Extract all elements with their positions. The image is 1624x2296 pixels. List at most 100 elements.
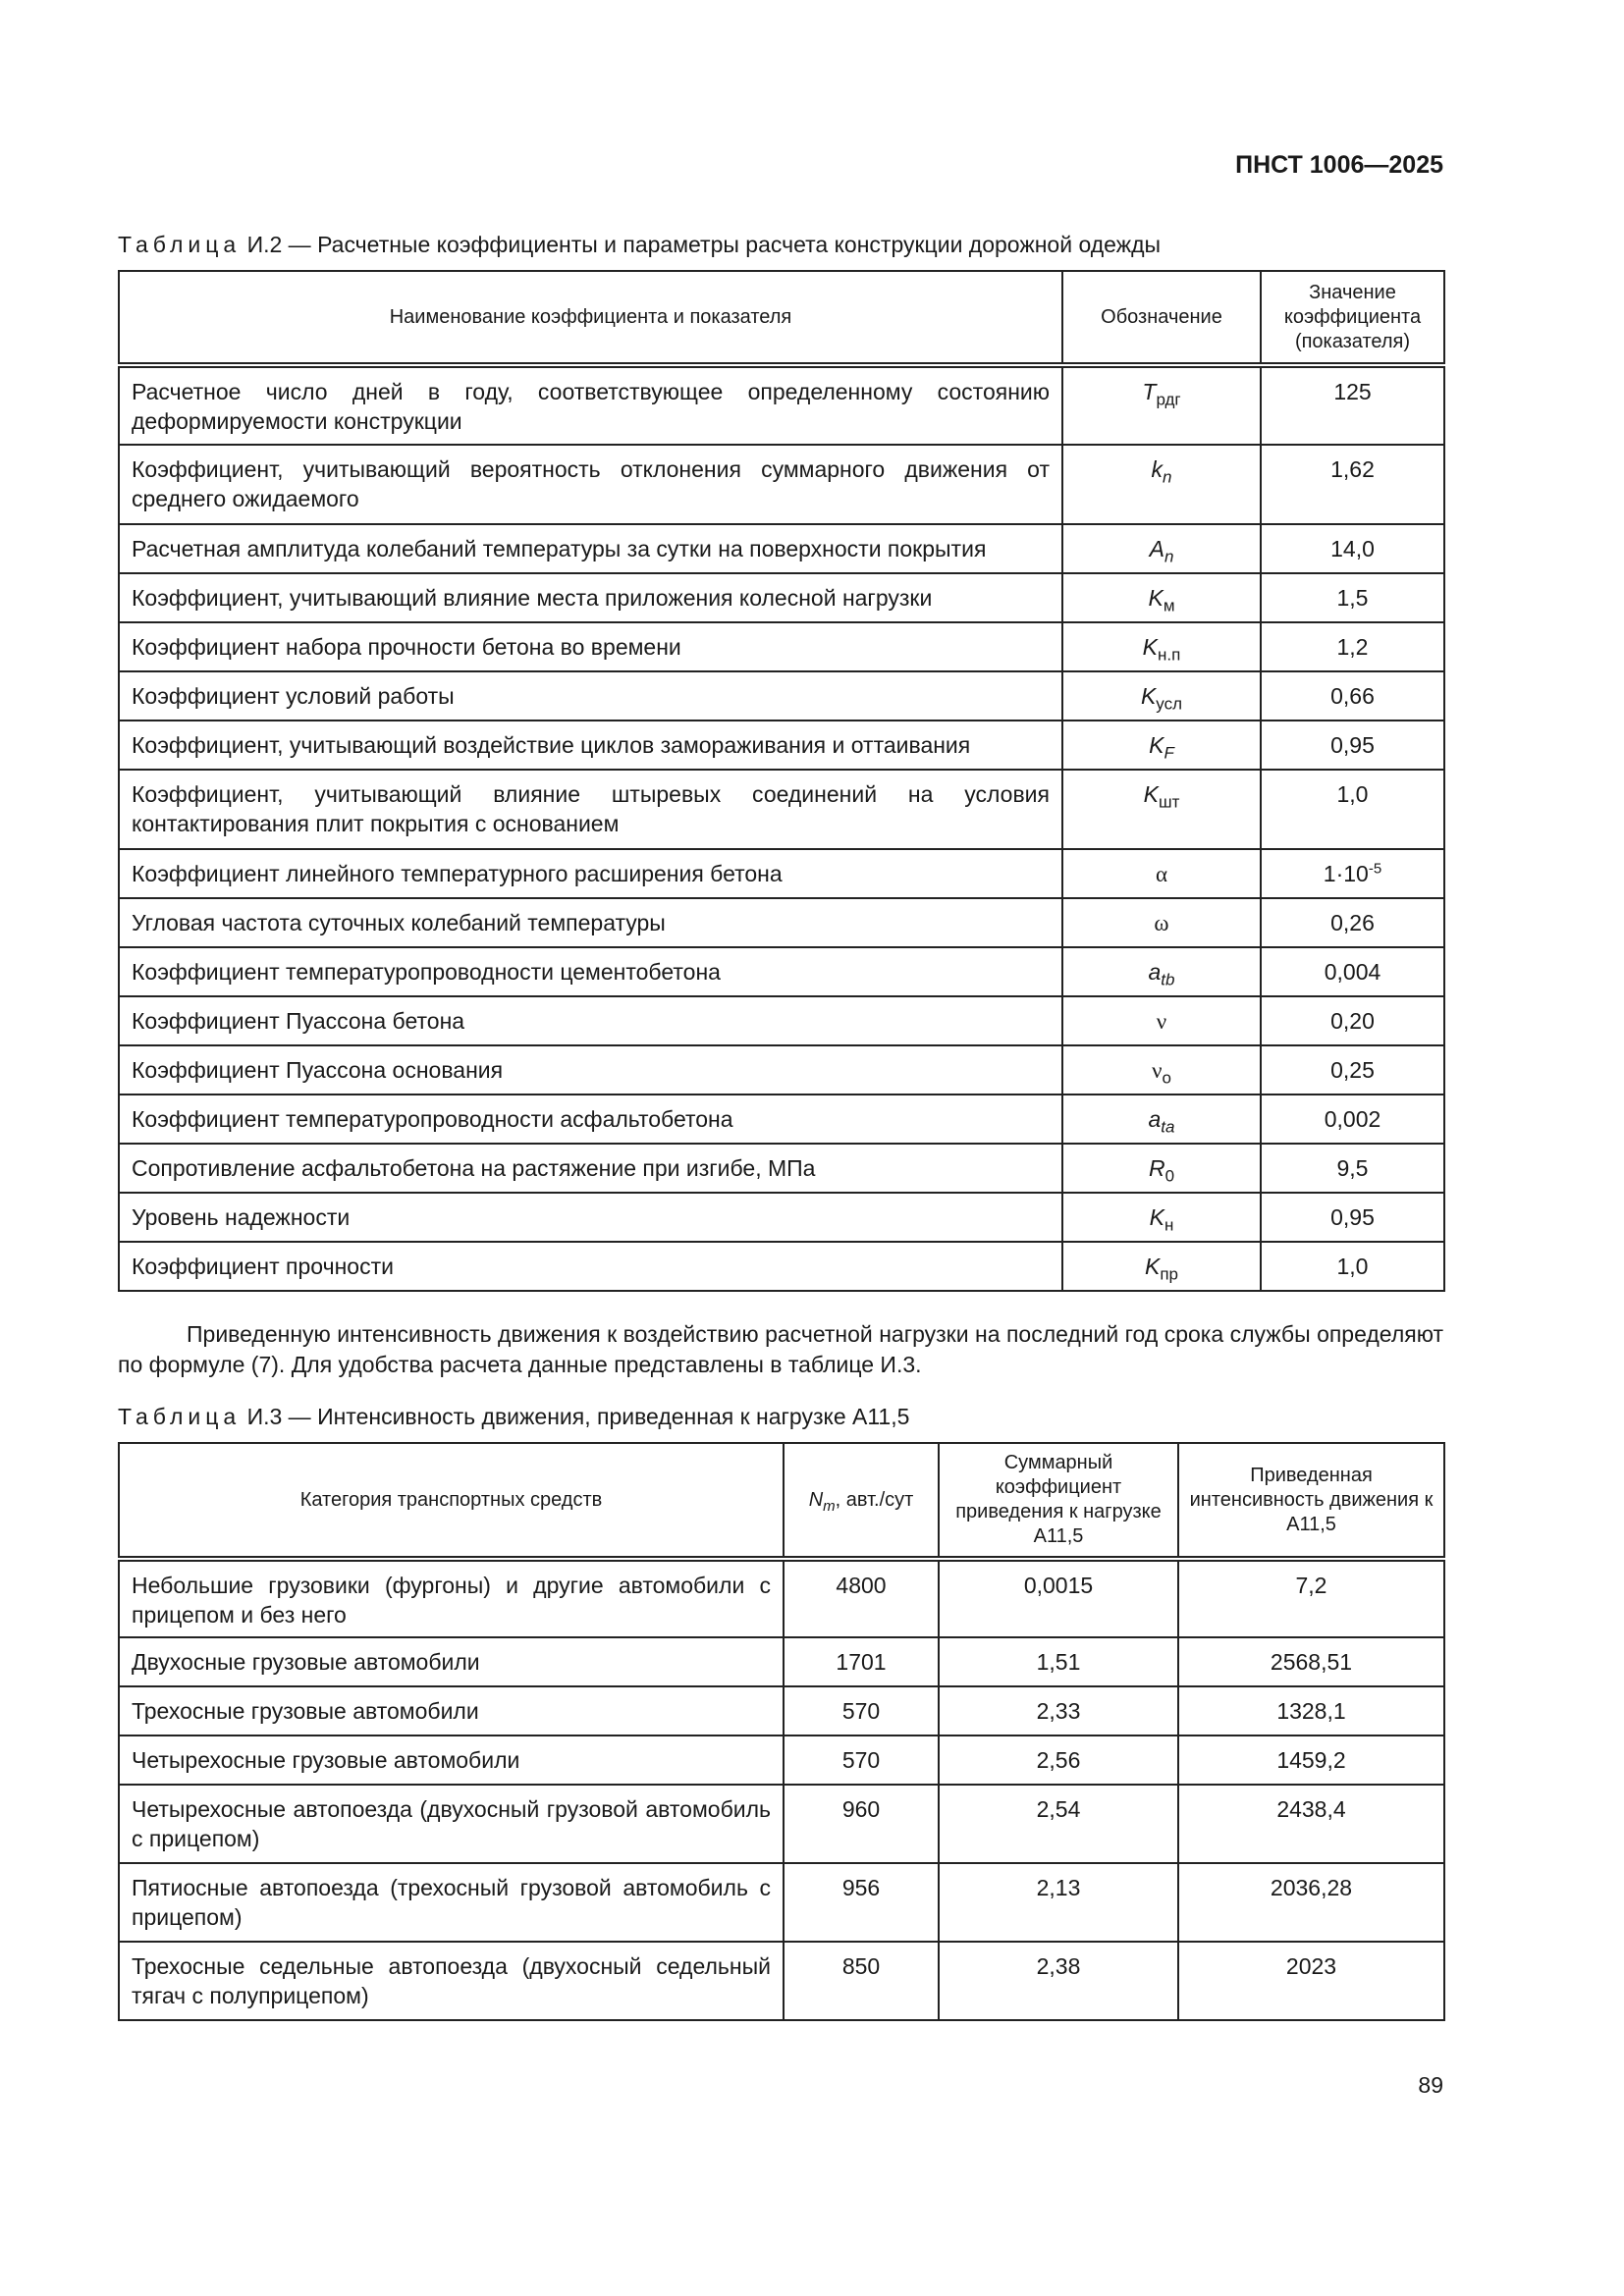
table-row: Сопротивление асфальтобетона на растяжен… [118, 1143, 1445, 1194]
coefficient-value: 0,25 [1260, 1044, 1445, 1095]
vehicle-category: Пятиосные автопоезда (трехосный грузовой… [118, 1862, 785, 1943]
reduced-intensity: 7,2 [1177, 1558, 1445, 1638]
coefficient-name: Расчетное число дней в году, соответству… [118, 364, 1063, 446]
reduction-coefficient: 2,33 [938, 1685, 1179, 1736]
coefficient-symbol: R0 [1061, 1143, 1262, 1194]
table-row: Четырехосные автопоезда (двухосный грузо… [118, 1784, 1445, 1864]
coefficient-name: Уровень надежности [118, 1192, 1063, 1243]
vehicle-category: Двухосные грузовые автомобили [118, 1636, 785, 1687]
table-header-row: Наименование коэффициента и показателя О… [118, 270, 1445, 366]
table-row: Угловая частота суточных колебаний темпе… [118, 897, 1445, 948]
table-i3: Категория транспортных средств Nm, авт./… [118, 1442, 1445, 2021]
coefficient-symbol: Tрдг [1061, 364, 1262, 446]
page-number: 89 [1418, 2072, 1443, 2098]
column-header-intensity: Приведенная интенсивность движения к А11… [1177, 1442, 1445, 1560]
caption-word: Таблица [118, 232, 242, 257]
table-row: Коэффициент, учитывающий влияние штыревы… [118, 769, 1445, 850]
table-row: Расчетное число дней в году, соответству… [118, 364, 1445, 446]
reduced-intensity: 2036,28 [1177, 1862, 1445, 1943]
coefficient-name: Коэффициент, учитывающий вероятность отк… [118, 444, 1063, 525]
table-row: Небольшие грузовики (фургоны) и другие а… [118, 1558, 1445, 1638]
coefficient-name: Угловая частота суточных колебаний темпе… [118, 897, 1063, 948]
vehicle-category: Трехосные седельные автопоезда (двухосны… [118, 1941, 785, 2021]
page: ПНСТ 1006—2025 Таблица И.2 — Расчетные к… [118, 151, 1445, 2098]
reduced-intensity: 2568,51 [1177, 1636, 1445, 1687]
coefficient-value: 1,0 [1260, 769, 1445, 850]
table-row: Коэффициент линейного температурного рас… [118, 848, 1445, 899]
coefficient-name: Сопротивление асфальтобетона на растяжен… [118, 1143, 1063, 1194]
table-row: Коэффициент, учитывающий влияние места п… [118, 572, 1445, 623]
table-row: Уровень надежности Kн 0,95 [118, 1192, 1445, 1243]
coefficient-symbol: Kм [1061, 572, 1262, 623]
column-header-coefficient: Суммарный коэффициент приведения к нагру… [938, 1442, 1179, 1560]
vehicle-count: 1701 [783, 1636, 940, 1687]
coefficient-symbol: An [1061, 523, 1262, 574]
table-row: Коэффициент условий работы Kусл 0,66 [118, 670, 1445, 721]
vehicle-count: 850 [783, 1941, 940, 2021]
table-row: Коэффициент Пуассона бетона ν 0,20 [118, 995, 1445, 1046]
coefficient-value: 0,26 [1260, 897, 1445, 948]
reduction-coefficient: 2,38 [938, 1941, 1179, 2021]
coefficient-value: 125 [1260, 364, 1445, 446]
table-header-row: Категория транспортных средств Nm, авт./… [118, 1442, 1445, 1560]
coefficient-name: Коэффициент, учитывающий влияние места п… [118, 572, 1063, 623]
coefficient-name: Коэффициент, учитывающий влияние штыревы… [118, 769, 1063, 850]
coefficient-name: Расчетная амплитуда колебаний температур… [118, 523, 1063, 574]
coefficient-name: Коэффициент условий работы [118, 670, 1063, 721]
coefficient-value: 1,2 [1260, 621, 1445, 672]
coefficient-symbol: ata [1061, 1094, 1262, 1145]
coefficient-symbol: KF [1061, 720, 1262, 771]
coefficient-symbol: Kн [1061, 1192, 1262, 1243]
table-row: Расчетная амплитуда колебаний температур… [118, 523, 1445, 574]
vehicle-category: Небольшие грузовики (фургоны) и другие а… [118, 1558, 785, 1638]
coefficient-name: Коэффициент температуропроводности цемен… [118, 946, 1063, 997]
coefficient-symbol: Kпр [1061, 1241, 1262, 1292]
column-header-symbol: Обозначение [1061, 270, 1262, 366]
coefficient-name: Коэффициент линейного температурного рас… [118, 848, 1063, 899]
reduction-coefficient: 2,54 [938, 1784, 1179, 1864]
column-header-n: Nm, авт./сут [783, 1442, 940, 1560]
caption-text: И.3 — Интенсивность движения, приведенна… [246, 1404, 910, 1429]
coefficient-symbol: ν [1061, 995, 1262, 1046]
table-row: Коэффициент набора прочности бетона во в… [118, 621, 1445, 672]
coefficient-value: 14,0 [1260, 523, 1445, 574]
coefficient-symbol: νо [1061, 1044, 1262, 1095]
coefficient-value: 1,5 [1260, 572, 1445, 623]
reduction-coefficient: 1,51 [938, 1636, 1179, 1687]
vehicle-count: 960 [783, 1784, 940, 1864]
vehicle-category: Трехосные грузовые автомобили [118, 1685, 785, 1736]
column-header-category: Категория транспортных средств [118, 1442, 785, 1560]
coefficient-name: Коэффициент температуропроводности асфал… [118, 1094, 1063, 1145]
vehicle-count: 570 [783, 1685, 940, 1736]
coefficient-value: 1·10-5 [1260, 848, 1445, 899]
vehicle-category: Четырехосные автопоезда (двухосный грузо… [118, 1784, 785, 1864]
coefficient-symbol: Kшт [1061, 769, 1262, 850]
table-i2: Наименование коэффициента и показателя О… [118, 270, 1445, 1292]
vehicle-count: 4800 [783, 1558, 940, 1638]
coefficient-value: 1,62 [1260, 444, 1445, 525]
vehicle-category: Четырехосные грузовые автомобили [118, 1735, 785, 1786]
table-row: Коэффициент температуропроводности цемен… [118, 946, 1445, 997]
coefficient-name: Коэффициент набора прочности бетона во в… [118, 621, 1063, 672]
coefficient-value: 0,004 [1260, 946, 1445, 997]
caption-text: И.2 — Расчетные коэффициенты и параметры… [246, 232, 1162, 257]
coefficient-name: Коэффициент Пуассона бетона [118, 995, 1063, 1046]
coefficient-value: 9,5 [1260, 1143, 1445, 1194]
coefficient-name: Коэффициент прочности [118, 1241, 1063, 1292]
coefficient-symbol: kn [1061, 444, 1262, 525]
table-row: Четырехосные грузовые автомобили 570 2,56 1… [118, 1735, 1445, 1786]
table-row: Коэффициент Пуассона основания νо 0,25 [118, 1044, 1445, 1095]
vehicle-count: 956 [783, 1862, 940, 1943]
coefficient-name: Коэффициент Пуассона основания [118, 1044, 1063, 1095]
coefficient-name: Коэффициент, учитывающий воздействие цик… [118, 720, 1063, 771]
coefficient-value: 0,20 [1260, 995, 1445, 1046]
column-header-name: Наименование коэффициента и показателя [118, 270, 1063, 366]
table-row: Двухосные грузовые автомобили 1701 1,51 256… [118, 1636, 1445, 1687]
table-i2-caption: Таблица И.2 — Расчетные коэффициенты и п… [118, 230, 1443, 259]
document-code: ПНСТ 1006—2025 [1235, 151, 1443, 179]
column-header-value: Значение коэффициента (показателя) [1260, 270, 1445, 366]
vehicle-count: 570 [783, 1735, 940, 1786]
table-i3-caption: Таблица И.3 — Интенсивность движения, пр… [118, 1402, 1443, 1431]
table-row: Пятиосные автопоезда (трехосный грузовой… [118, 1862, 1445, 1943]
table-row: Трехосные грузовые автомобили 570 2,33 1328… [118, 1685, 1445, 1736]
